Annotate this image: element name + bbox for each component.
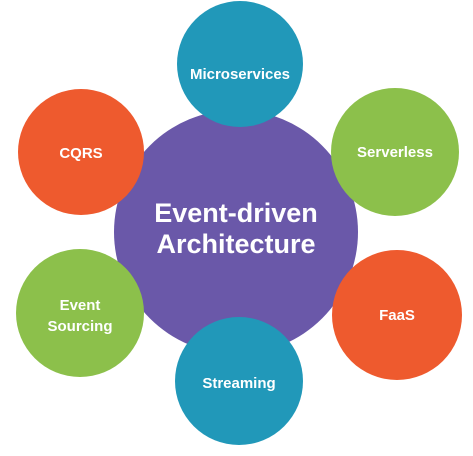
node-microservices: Microservices: [177, 1, 303, 127]
node-cqrs-circle: [18, 89, 144, 215]
node-serverless-circle: [331, 88, 459, 216]
node-microservices-circle: [177, 1, 303, 127]
node-streaming-label: Streaming: [202, 375, 275, 392]
center-node: Event-driven Architecture: [114, 110, 358, 354]
node-microservices-label: Microservices: [190, 66, 290, 83]
center-label-line-1: Event-driven: [154, 198, 318, 228]
node-faas: FaaS: [332, 250, 462, 380]
node-event-sourcing: Event Sourcing: [16, 249, 144, 377]
node-serverless: Serverless: [331, 88, 459, 216]
node-event-sourcing-circle: [16, 249, 144, 377]
node-event-sourcing-label-line-1: Event: [60, 297, 101, 314]
center-circle: [114, 110, 358, 354]
center-label-line-2: Architecture: [156, 229, 315, 259]
node-streaming-circle: [175, 317, 303, 445]
node-faas-label: FaaS: [379, 307, 415, 324]
node-faas-circle: [332, 250, 462, 380]
node-event-sourcing-label-line-2: Sourcing: [47, 318, 112, 335]
node-serverless-label: Serverless: [357, 144, 433, 161]
node-cqrs-label: CQRS: [59, 145, 102, 162]
node-cqrs: CQRS: [18, 89, 144, 215]
node-streaming: Streaming: [175, 317, 303, 445]
